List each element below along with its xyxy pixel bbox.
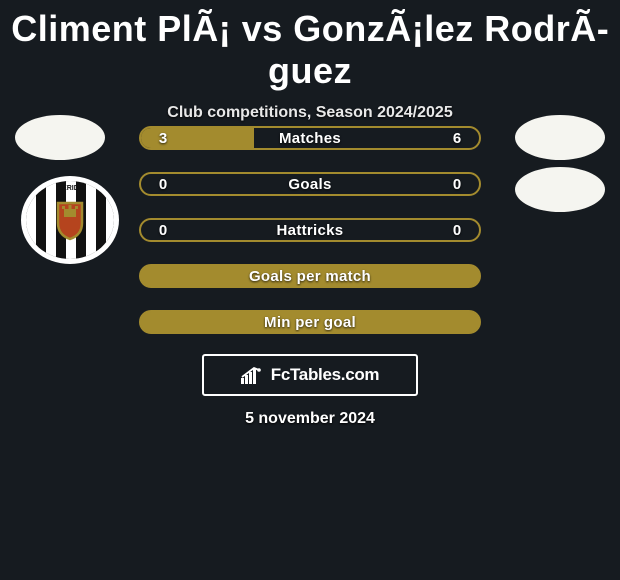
- bar-label: Hattricks: [141, 220, 479, 240]
- player-avatar-right-2: [515, 167, 605, 212]
- comparison-bars: Matches36Goals00Hattricks00Goals per mat…: [139, 126, 481, 356]
- bar-label: Goals per match: [141, 266, 479, 286]
- brand-text: FcTables.com: [271, 365, 380, 385]
- bar-value-left: 3: [145, 128, 181, 148]
- player-avatar-right-1: [515, 115, 605, 160]
- date-text: 5 november 2024: [0, 410, 620, 428]
- bar-value-left: 0: [145, 220, 181, 240]
- stat-bar: Hattricks0 0: [139, 218, 481, 242]
- fctables-icon: [241, 366, 265, 384]
- bar-value-right: 6: [439, 128, 475, 148]
- club-badge-merida: MERIDA: [20, 175, 120, 265]
- player-avatar-left: [15, 115, 105, 160]
- svg-text:MERIDA: MERIDA: [56, 185, 84, 192]
- stat-bar: Matches3 6: [139, 126, 481, 150]
- brand-box: FcTables.com: [202, 354, 418, 396]
- bar-value-right: 0: [439, 220, 475, 240]
- stat-bar: Goals0 0: [139, 172, 481, 196]
- subtitle: Club competitions, Season 2024/2025: [0, 104, 620, 122]
- bar-value-left: 0: [145, 174, 181, 194]
- stat-bar: Min per goal: [139, 310, 481, 334]
- bar-value-right: 0: [439, 174, 475, 194]
- bar-label: Matches: [141, 128, 479, 148]
- bar-label: Min per goal: [141, 312, 479, 332]
- stat-bar: Goals per match: [139, 264, 481, 288]
- page-title: Climent PlÃ¡ vs GonzÃ¡lez RodrÃ­guez: [0, 0, 620, 92]
- bar-label: Goals: [141, 174, 479, 194]
